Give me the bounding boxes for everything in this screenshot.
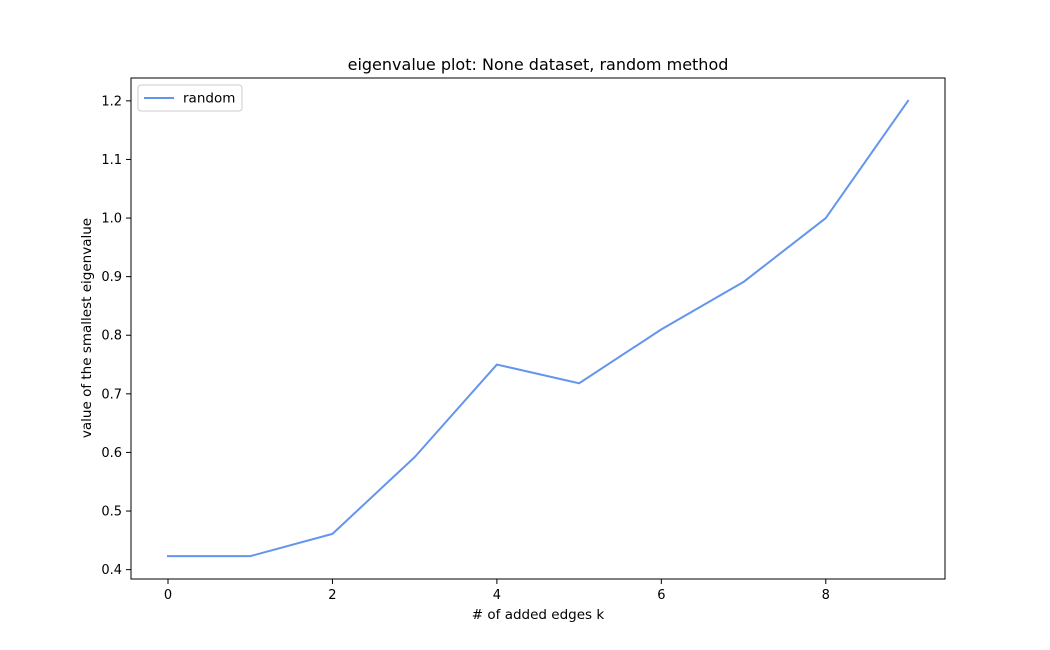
y-tick-label: 0.4: [101, 563, 122, 578]
x-tick-label: 4: [493, 588, 501, 603]
y-tick-label: 0.7: [101, 387, 122, 402]
x-axis-label: # of added edges k: [472, 607, 605, 623]
y-axis-label: value of the smallest eigenvalue: [79, 218, 95, 438]
y-tick-label: 1.2: [101, 94, 122, 109]
legend-label-random: random: [183, 91, 235, 107]
x-tick-label: 2: [328, 588, 336, 603]
chart-title: eigenvalue plot: None dataset, random me…: [348, 55, 729, 74]
legend-box: [137, 84, 243, 112]
plot-frame: [130, 77, 946, 580]
y-tick-label: 0.8: [101, 329, 122, 344]
y-tick-label: 1.1: [101, 153, 122, 168]
x-tick-label: 8: [822, 588, 830, 603]
y-axis-ticks: 0.4 0.5 0.6 0.7 0.8 0.9 1.0 1.1 1.2: [101, 94, 131, 578]
y-tick-label: 0.5: [101, 505, 122, 520]
plot-area: 0 2 4 6 8 0.4 0.5 0.6 0.7 0.8 0.9 1.0 1.1 1.2: [101, 77, 946, 603]
y-tick-label: 0.9: [101, 270, 122, 285]
y-tick-label: 1.0: [101, 212, 122, 227]
x-tick-label: 0: [164, 588, 172, 603]
series-layer: [167, 99, 910, 558]
x-axis-ticks: 0 2 4 6 8: [164, 579, 830, 603]
y-tick-label: 0.6: [101, 446, 122, 461]
x-tick-label: 6: [657, 588, 665, 603]
series-line-random: [167, 99, 910, 558]
legend: random: [137, 84, 243, 112]
